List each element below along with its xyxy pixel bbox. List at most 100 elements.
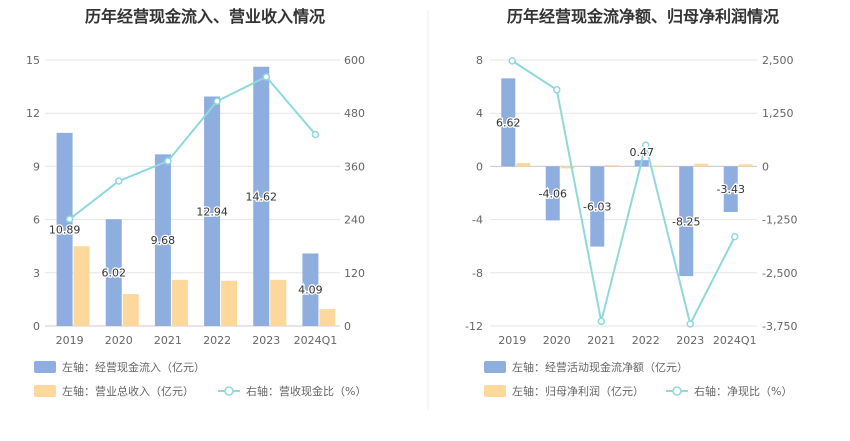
chart-1: 历年经营现金流入、营业收入情况 0 3 6 9 12 15 0 120 240 360 480 600 2…	[26, 7, 366, 398]
bar-primary	[302, 253, 319, 326]
bar-secondary	[738, 164, 753, 167]
legend-label: 左轴：经营现金流入（亿元）	[62, 360, 205, 374]
legend-label: 左轴：归母净利润（亿元）	[512, 384, 644, 398]
bar-primary	[154, 154, 171, 326]
bar-primary	[253, 66, 270, 326]
y-right-tick-label: 360	[344, 160, 365, 173]
ratio-point	[164, 157, 172, 165]
bar-data-label: 4.09	[298, 284, 323, 297]
bar-secondary	[221, 280, 238, 326]
bar-data-label: 10.89	[49, 223, 81, 236]
x-tick-label: 2022	[632, 334, 660, 347]
bar-secondary	[560, 166, 575, 169]
bar-secondary	[694, 163, 709, 167]
bar-primary	[545, 166, 560, 221]
legend-swatch-secondary	[484, 385, 506, 397]
legend-swatch-primary	[484, 361, 506, 373]
y-right-tick-label: 240	[344, 214, 365, 227]
y-left-tick-label: 15	[26, 54, 40, 67]
ratio-point	[508, 57, 516, 65]
ratio-line	[68, 75, 317, 220]
bar-data-label: -4.06	[539, 187, 567, 200]
bar-secondary	[171, 279, 188, 326]
y-left-tick-label: 9	[33, 160, 40, 173]
legend-label: 右轴：净现比（%）	[694, 384, 792, 398]
ratio-point	[553, 86, 561, 94]
ratio-point	[262, 73, 270, 81]
bar-data-label: 14.62	[246, 190, 278, 203]
bar-primary	[105, 219, 122, 326]
x-tick-label: 2021	[587, 334, 615, 347]
legend-label: 左轴：经营活动现金流净额（亿元）	[512, 360, 688, 374]
ratio-point	[597, 317, 605, 326]
y-left-tick-label: 0	[476, 160, 483, 173]
bar-secondary	[516, 163, 531, 167]
x-tick-label: 2024Q1	[713, 334, 757, 347]
y-right-tick-label: -2,500	[762, 267, 797, 280]
legend-label: 左轴：营业总收入（亿元）	[62, 384, 194, 398]
ratio-line	[511, 60, 736, 327]
chart-title: 历年经营现金流净额、归母净利润情况	[507, 7, 779, 26]
bar-secondary	[73, 246, 90, 326]
y-right-tick-label: -1,250	[762, 214, 797, 227]
x-tick-label: 2021	[154, 334, 182, 347]
legend-label: 右轴：营收现金比（%）	[246, 384, 366, 398]
legend-line-marker	[224, 386, 234, 396]
bar-data-label: 6.02	[102, 267, 127, 280]
ratio-point	[65, 215, 74, 223]
bar-primary	[723, 166, 738, 213]
bar-data-label: 12.94	[196, 205, 228, 218]
bar-data-label: 0.47	[630, 146, 655, 159]
bar-secondary	[605, 165, 620, 167]
y-right-tick-label: -3,750	[762, 320, 797, 333]
bar-primary	[679, 166, 694, 277]
y-left-tick-label: 3	[33, 267, 40, 280]
bar-primary	[204, 96, 221, 326]
y-right-tick-label: 480	[344, 107, 365, 120]
y-left-tick-label: -8	[472, 267, 483, 280]
ratio-point	[686, 320, 694, 328]
x-tick-label: 2020	[543, 334, 571, 347]
legend-swatch-secondary	[34, 385, 56, 397]
y-right-tick-label: 2,500	[762, 54, 794, 67]
x-tick-label: 2024Q1	[294, 334, 338, 347]
chart-title: 历年经营现金流入、营业收入情况	[85, 7, 325, 26]
chart-2: 历年经营现金流净额、归母净利润情况 -12 -8 -4 0 4 8 -3,750 -2,500 -…	[465, 7, 797, 398]
y-left-tick-label: 0	[33, 320, 40, 333]
y-left-tick-label: 8	[476, 54, 483, 67]
y-left-tick-label: -12	[465, 320, 483, 333]
y-right-tick-label: 600	[344, 54, 365, 67]
y-right-tick-label: 0	[762, 160, 769, 173]
x-tick-label: 2022	[203, 334, 231, 347]
bar-secondary	[122, 294, 139, 326]
y-left-tick-label: 6	[33, 214, 40, 227]
ratio-point	[115, 177, 123, 185]
bar-primary	[590, 166, 605, 247]
bar-primary	[501, 78, 516, 167]
bar-secondary	[270, 279, 287, 326]
x-tick-label: 2020	[105, 334, 133, 347]
y-right-tick-label: 1,250	[762, 107, 794, 120]
bar-secondary	[319, 309, 336, 326]
ratio-point	[213, 97, 221, 105]
bar-data-label: 9.68	[151, 234, 176, 247]
y-left-tick-label: 4	[476, 107, 483, 120]
y-left-tick-label: 12	[26, 107, 40, 120]
bar-data-label: -3.43	[717, 183, 745, 196]
y-left-tick-label: -4	[472, 214, 483, 227]
ratio-point	[731, 232, 739, 241]
x-tick-label: 2019	[56, 334, 84, 347]
legend-line-marker	[672, 386, 682, 396]
x-tick-label: 2019	[498, 334, 526, 347]
bar-data-label: -6.03	[583, 200, 611, 213]
bar-primary	[56, 132, 73, 326]
y-right-tick-label: 0	[344, 320, 351, 333]
y-right-tick-label: 120	[344, 267, 365, 280]
legend-swatch-primary	[34, 361, 56, 373]
x-tick-label: 2023	[676, 334, 704, 347]
ratio-point	[642, 141, 650, 149]
ratio-point	[311, 130, 320, 139]
bar-data-label: 6.62	[496, 116, 521, 129]
